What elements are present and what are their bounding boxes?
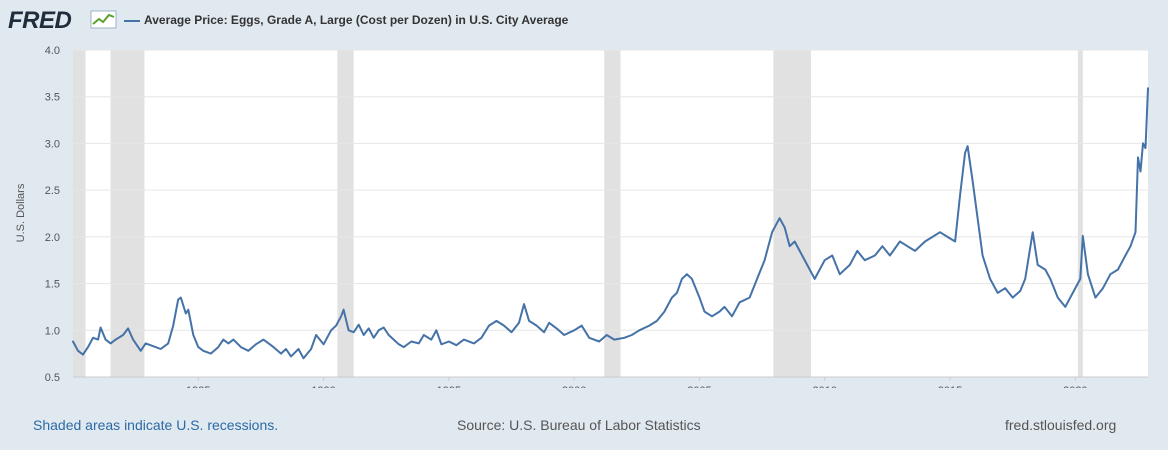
y-tick-label: 3.0 (45, 138, 60, 150)
x-axis-ticks: 1985 1990 1995 2000 2005 2010 2015 2020 (73, 376, 1148, 388)
recession-band (773, 50, 811, 377)
legend-series-label: Average Price: Eggs, Grade A, Large (Cos… (144, 13, 569, 27)
logo-text: FRED (8, 7, 72, 34)
y-tick-label: 2.5 (45, 185, 60, 197)
y-tick-label: 0.5 (45, 372, 60, 384)
recession-band (604, 50, 621, 377)
x-tick-label: 2020 (1063, 385, 1087, 388)
x-tick-label: 2010 (813, 385, 837, 388)
series-lines (72, 87, 1149, 360)
recession-shading (73, 50, 1083, 377)
y-tick-label: 3.5 (45, 92, 60, 104)
x-tick-label: 1985 (186, 385, 210, 388)
x-tick-label: 2005 (687, 385, 711, 388)
line-chart-icon (90, 10, 117, 29)
y-axis-label: U.S. Dollars (15, 183, 27, 242)
site-url[interactable]: fred.stlouisfed.org (1005, 417, 1117, 433)
x-tick-label: 1995 (437, 385, 461, 388)
recessions-note[interactable]: Shaded areas indicate U.S. recessions. (33, 417, 279, 433)
y-tick-label: 4.0 (45, 45, 60, 57)
y-axis-ticks: 0.5 1.0 1.5 2.0 2.5 3.0 3.5 4.0 (45, 45, 60, 384)
x-tick-label: 1990 (311, 385, 335, 388)
y-tick-label: 1.0 (45, 325, 60, 337)
y-tick-label: 1.5 (45, 279, 60, 291)
recession-band (1077, 50, 1083, 377)
series-line (72, 87, 1149, 360)
source-note: Source: U.S. Bureau of Labor Statistics (457, 417, 701, 433)
line-chart: 0.5 1.0 1.5 2.0 2.5 3.0 3.5 4.0 1985 1990 1995 200… (15, 45, 1149, 388)
recession-band (73, 50, 86, 377)
x-tick-label: 2015 (938, 385, 962, 388)
legend-swatch (124, 20, 140, 22)
recession-band (110, 50, 145, 377)
y-tick-label: 2.0 (45, 232, 60, 244)
x-tick-label: 2000 (562, 385, 586, 388)
recession-band (337, 50, 354, 377)
chart-header: FRED Average Price: Eggs, Grade A, Large… (8, 6, 1158, 34)
